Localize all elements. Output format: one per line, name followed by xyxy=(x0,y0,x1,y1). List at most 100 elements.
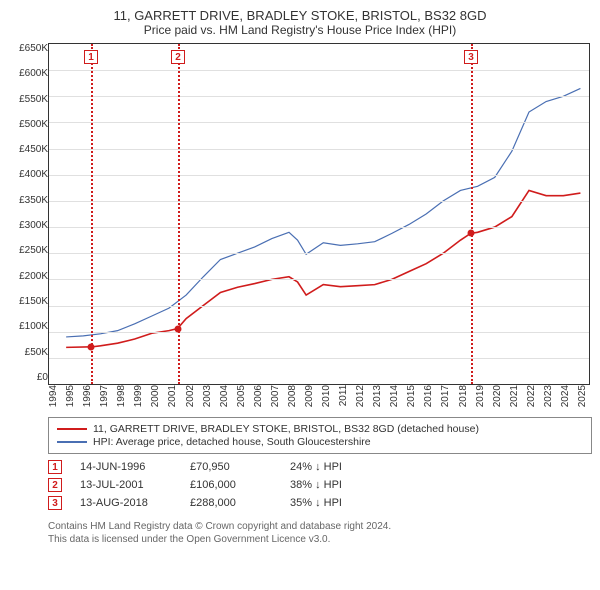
grid-line xyxy=(49,122,589,123)
y-tick-label: £350K xyxy=(19,195,48,206)
credit-line-2: This data is licensed under the Open Gov… xyxy=(48,533,592,546)
chart-title: 11, GARRETT DRIVE, BRADLEY STOKE, BRISTO… xyxy=(8,8,592,23)
x-tick-label: 2011 xyxy=(338,385,349,407)
grid-line xyxy=(49,253,589,254)
event-price: £106,000 xyxy=(190,479,290,491)
events-table: 1 14-JUN-1996£70,95024% ↓ HPI 2 13-JUL-2001… xyxy=(48,460,592,510)
grid-line xyxy=(49,279,589,280)
x-tick-label: 2024 xyxy=(560,385,571,407)
y-tick-label: £150K xyxy=(19,296,48,307)
sale-vline xyxy=(471,44,473,384)
legend-row: 11, GARRETT DRIVE, BRADLEY STOKE, BRISTO… xyxy=(57,423,583,435)
event-row: 3 13-AUG-2018£288,00035% ↓ HPI xyxy=(48,496,592,510)
y-tick-label: £200K xyxy=(19,271,48,282)
x-tick-label: 2020 xyxy=(492,385,503,407)
legend-swatch xyxy=(57,441,87,443)
x-tick-label: 2022 xyxy=(526,385,537,407)
grid-line xyxy=(49,149,589,150)
event-marker: 1 xyxy=(48,460,62,474)
event-diff: 35% ↓ HPI xyxy=(290,497,342,509)
x-tick-label: 1994 xyxy=(48,385,59,407)
event-row: 1 14-JUN-1996£70,95024% ↓ HPI xyxy=(48,460,592,474)
sale-marker: 1 xyxy=(84,50,98,64)
sale-vline xyxy=(178,44,180,384)
y-tick-label: £100K xyxy=(19,321,48,332)
event-row: 2 13-JUL-2001£106,00038% ↓ HPI xyxy=(48,478,592,492)
sale-dot xyxy=(88,343,95,350)
x-tick-label: 2019 xyxy=(475,385,486,407)
event-marker: 2 xyxy=(48,478,62,492)
x-tick-label: 1999 xyxy=(133,385,144,407)
x-tick-label: 2017 xyxy=(440,385,451,407)
y-axis-labels: £650K £600K £550K £500K £450K £400K £350K £300K… xyxy=(8,43,48,383)
grid-line xyxy=(49,358,589,359)
event-diff: 24% ↓ HPI xyxy=(290,461,342,473)
x-tick-label: 2023 xyxy=(543,385,554,407)
grid-line xyxy=(49,96,589,97)
legend-swatch xyxy=(57,428,87,430)
y-tick-label: £50K xyxy=(25,347,48,358)
x-tick-label: 2008 xyxy=(287,385,298,407)
y-tick-label: £250K xyxy=(19,245,48,256)
event-price: £70,950 xyxy=(190,461,290,473)
event-date: 13-AUG-2018 xyxy=(80,497,190,509)
y-tick-label: £500K xyxy=(19,119,48,130)
y-tick-label: £400K xyxy=(19,169,48,180)
grid-line xyxy=(49,306,589,307)
event-price: £288,000 xyxy=(190,497,290,509)
grid-line xyxy=(49,332,589,333)
event-marker: 3 xyxy=(48,496,62,510)
x-tick-label: 2018 xyxy=(458,385,469,407)
x-tick-label: 2014 xyxy=(389,385,400,407)
x-tick-label: 2021 xyxy=(509,385,520,407)
chart-area: £650K £600K £550K £500K £450K £400K £350K £300K… xyxy=(8,43,592,383)
credit-line-1: Contains HM Land Registry data © Crown c… xyxy=(48,520,592,533)
y-tick-label: £550K xyxy=(19,94,48,105)
grid-line xyxy=(49,201,589,202)
x-tick-label: 2010 xyxy=(321,385,332,407)
line-svg xyxy=(49,44,589,384)
legend-row: HPI: Average price, detached house, Sout… xyxy=(57,436,583,448)
sale-dot xyxy=(468,230,475,237)
x-tick-label: 2009 xyxy=(304,385,315,407)
credits: Contains HM Land Registry data © Crown c… xyxy=(48,520,592,546)
grid-line xyxy=(49,227,589,228)
x-tick-label: 2013 xyxy=(372,385,383,407)
x-tick-label: 1997 xyxy=(99,385,110,407)
legend-label: 11, GARRETT DRIVE, BRADLEY STOKE, BRISTO… xyxy=(93,423,479,435)
plot-region: 1 2 3 xyxy=(48,43,590,385)
y-tick-label: £0 xyxy=(37,372,48,383)
chart-subtitle: Price paid vs. HM Land Registry's House … xyxy=(8,23,592,37)
grid-line xyxy=(49,70,589,71)
sale-dot xyxy=(175,325,182,332)
legend-label: HPI: Average price, detached house, Sout… xyxy=(93,436,371,448)
x-tick-label: 2012 xyxy=(355,385,366,407)
x-tick-label: 1998 xyxy=(116,385,127,407)
y-tick-label: £650K xyxy=(19,43,48,54)
legend-box: 11, GARRETT DRIVE, BRADLEY STOKE, BRISTO… xyxy=(48,417,592,454)
y-tick-label: £300K xyxy=(19,220,48,231)
x-tick-label: 2007 xyxy=(270,385,281,407)
y-tick-label: £600K xyxy=(19,68,48,79)
x-tick-label: 2000 xyxy=(150,385,161,407)
sale-vline xyxy=(91,44,93,384)
x-tick-label: 1995 xyxy=(65,385,76,407)
sale-marker: 2 xyxy=(171,50,185,64)
x-tick-label: 2015 xyxy=(406,385,417,407)
x-tick-label: 2004 xyxy=(219,385,230,407)
grid-line xyxy=(49,175,589,176)
event-date: 13-JUL-2001 xyxy=(80,479,190,491)
x-tick-label: 2001 xyxy=(167,385,178,407)
x-tick-label: 2016 xyxy=(423,385,434,407)
x-tick-label: 1996 xyxy=(82,385,93,407)
x-tick-label: 2006 xyxy=(253,385,264,407)
x-axis-labels: 1994199519961997199819992000200120022003… xyxy=(48,385,588,407)
sale-marker: 3 xyxy=(464,50,478,64)
event-diff: 38% ↓ HPI xyxy=(290,479,342,491)
x-tick-label: 2005 xyxy=(236,385,247,407)
x-tick-label: 2025 xyxy=(577,385,588,407)
series-hpi xyxy=(66,88,580,336)
y-tick-label: £450K xyxy=(19,144,48,155)
x-tick-label: 2003 xyxy=(202,385,213,407)
event-date: 14-JUN-1996 xyxy=(80,461,190,473)
